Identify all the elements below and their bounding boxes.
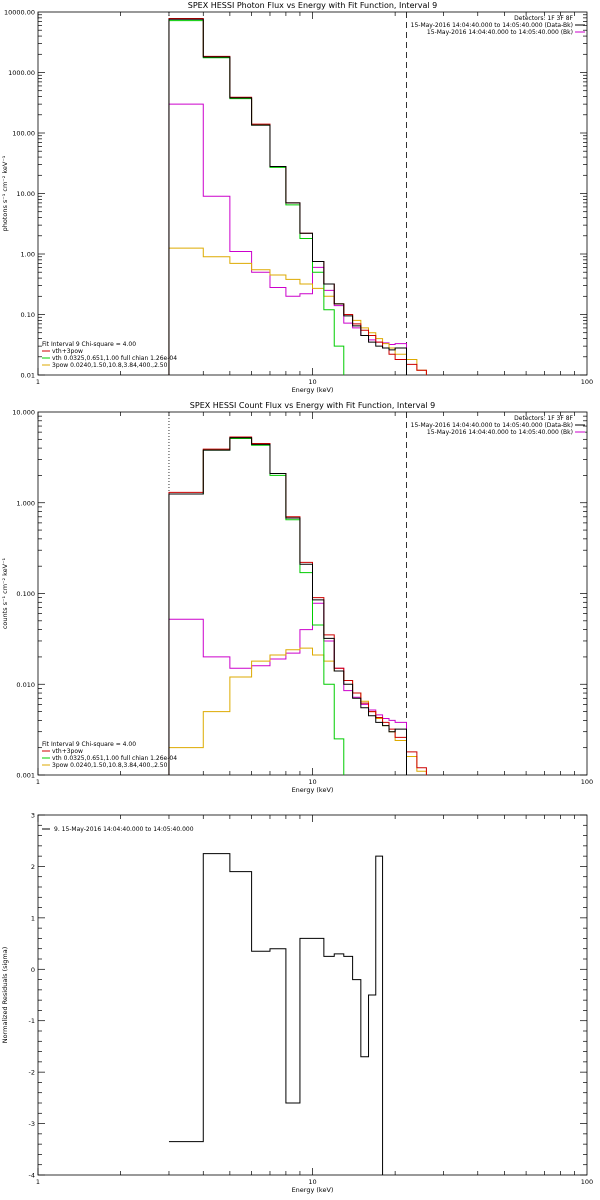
chart-panel-3: 1 10 100 Energy (keV) -4 -3 -2 -1 0 1 2 3 Normalized… [1, 812, 593, 1195]
info-text: 15-May-2016 14:04:40.000 to 14:05:40.000… [427, 29, 573, 36]
legend-entry: 3pow 0.0240,1.50,10.8,3.84,400.,2.50 [52, 362, 168, 369]
info-text: 15-May-2016 14:04:40.000 to 14:05:40.000… [411, 422, 573, 429]
y-tick-label: -2 [29, 1069, 35, 1077]
x-tick-label: 10 [308, 378, 316, 386]
x-tick-label: 100 [581, 778, 593, 786]
info-text: Detectors: 1F 3F 8F [514, 15, 573, 22]
series-data-line [168, 853, 384, 1175]
info-text: Detectors: 1F 3F 8F [514, 415, 573, 422]
y-tick-label: 10.000 [12, 409, 35, 417]
series-total-line [168, 18, 427, 375]
x-tick-label: 1 [36, 378, 40, 386]
series-data-line [168, 18, 407, 375]
y-tick-label: -4 [29, 1172, 35, 1180]
chart-title: SPEX HESSI Photon Flux vs Energy with Fi… [188, 1, 438, 10]
series-nonthermal-line [168, 247, 427, 375]
y-tick-label: 3 [31, 812, 35, 820]
series-nonthermal-line [168, 647, 427, 775]
chart-panel-1: SPEX HESSI Photon Flux vs Energy with Fi… [1, 1, 593, 394]
legend-entry: 9. 15-May-2016 14:04:40.000 to 14:05:40.… [54, 826, 194, 833]
x-tick-label: 100 [581, 378, 593, 386]
x-tick-label: 10 [308, 778, 316, 786]
legend-header: Fit Interval 9 Chi-square = 4.00 [42, 741, 136, 748]
x-axis-label: Energy (keV) [292, 786, 334, 794]
y-tick-label: -1 [29, 1017, 35, 1025]
plot-frame [37, 814, 588, 1176]
series-background-line [168, 103, 407, 375]
y-tick-label: 1000.00 [8, 69, 35, 77]
y-axis-label: counts s⁻¹ cm⁻² keV⁻¹ [1, 557, 9, 629]
series-data-line [168, 437, 407, 775]
legend-header: Fit Interval 9 Chi-square = 4.00 [42, 341, 136, 348]
x-tick-label: 1 [36, 778, 40, 786]
info-text: 15-May-2016 14:04:40.000 to 14:05:40.000… [427, 429, 573, 436]
y-tick-label: 10000.00 [4, 9, 35, 17]
y-tick-label: 1 [31, 914, 35, 922]
y-tick-label: 0.10 [21, 311, 35, 319]
y-tick-label: 1.00 [21, 251, 35, 259]
chart-title: SPEX HESSI Count Flux vs Energy with Fit… [190, 401, 435, 410]
y-tick-label: 0.01 [21, 372, 35, 380]
y-tick-label: 0.001 [16, 772, 35, 780]
legend-entry: 3pow 0.0240,1.50,10.8,3.84,400.,2.50 [52, 762, 168, 769]
y-tick-label: 10.00 [16, 190, 35, 198]
series-thermal-line [168, 20, 345, 375]
legend-entry: vth 0.0325,0.651,1.00 full chian 1.26e-0… [52, 355, 177, 362]
x-axis-label: Energy (keV) [292, 1186, 334, 1194]
x-tick-label: 10 [308, 1178, 316, 1186]
legend-entry: vth+3pow [52, 748, 83, 755]
info-text: 15-May-2016 14:04:40.000 to 14:05:40.000… [411, 22, 573, 29]
y-tick-label: 100.00 [12, 130, 35, 138]
y-tick-label: -3 [29, 1120, 35, 1128]
y-axis-label: Normalized Residuals (sigma) [1, 947, 9, 1044]
y-tick-label: 0.010 [16, 681, 35, 689]
x-tick-label: 100 [581, 1178, 593, 1186]
y-tick-label: 1.000 [16, 499, 35, 507]
y-tick-label: 0 [31, 966, 35, 974]
y-axis-label: photons s⁻¹ cm⁻² keV⁻¹ [1, 155, 9, 231]
legend-entry: vth 0.0325,0.651,1.00 full chian 1.26e-0… [52, 755, 177, 762]
plot-frame [37, 11, 588, 376]
x-axis-label: Energy (keV) [292, 386, 334, 394]
series-thermal-line [168, 438, 345, 775]
x-tick-label: 1 [36, 1178, 40, 1186]
chart-panel-2: SPEX HESSI Count Flux vs Energy with Fit… [1, 401, 593, 794]
y-tick-label: 0.100 [16, 590, 35, 598]
y-tick-label: 2 [31, 863, 35, 871]
legend-entry: vth+3pow [52, 348, 83, 355]
series-background-line [168, 602, 407, 775]
